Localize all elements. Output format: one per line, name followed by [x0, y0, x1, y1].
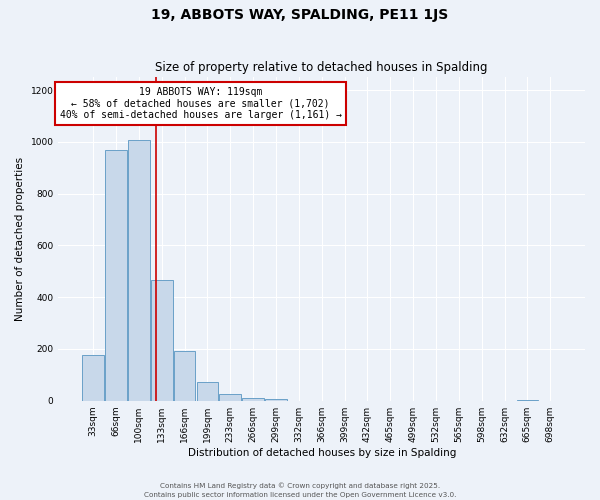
Bar: [151, 280, 173, 400]
Bar: [197, 382, 218, 400]
Text: Contains HM Land Registry data © Crown copyright and database right 2025.: Contains HM Land Registry data © Crown c…: [160, 482, 440, 489]
Text: Contains public sector information licensed under the Open Government Licence v3: Contains public sector information licen…: [144, 492, 456, 498]
Title: Size of property relative to detached houses in Spalding: Size of property relative to detached ho…: [155, 62, 488, 74]
Bar: [174, 351, 196, 401]
Text: 19 ABBOTS WAY: 119sqm
← 58% of detached houses are smaller (1,702)
40% of semi-d: 19 ABBOTS WAY: 119sqm ← 58% of detached …: [59, 87, 341, 120]
Bar: [265, 398, 287, 400]
Bar: [242, 398, 264, 400]
X-axis label: Distribution of detached houses by size in Spalding: Distribution of detached houses by size …: [188, 448, 456, 458]
Bar: [82, 356, 104, 401]
Text: 19, ABBOTS WAY, SPALDING, PE11 1JS: 19, ABBOTS WAY, SPALDING, PE11 1JS: [151, 8, 449, 22]
Y-axis label: Number of detached properties: Number of detached properties: [15, 157, 25, 321]
Bar: [220, 394, 241, 400]
Bar: [105, 150, 127, 400]
Bar: [128, 140, 150, 400]
